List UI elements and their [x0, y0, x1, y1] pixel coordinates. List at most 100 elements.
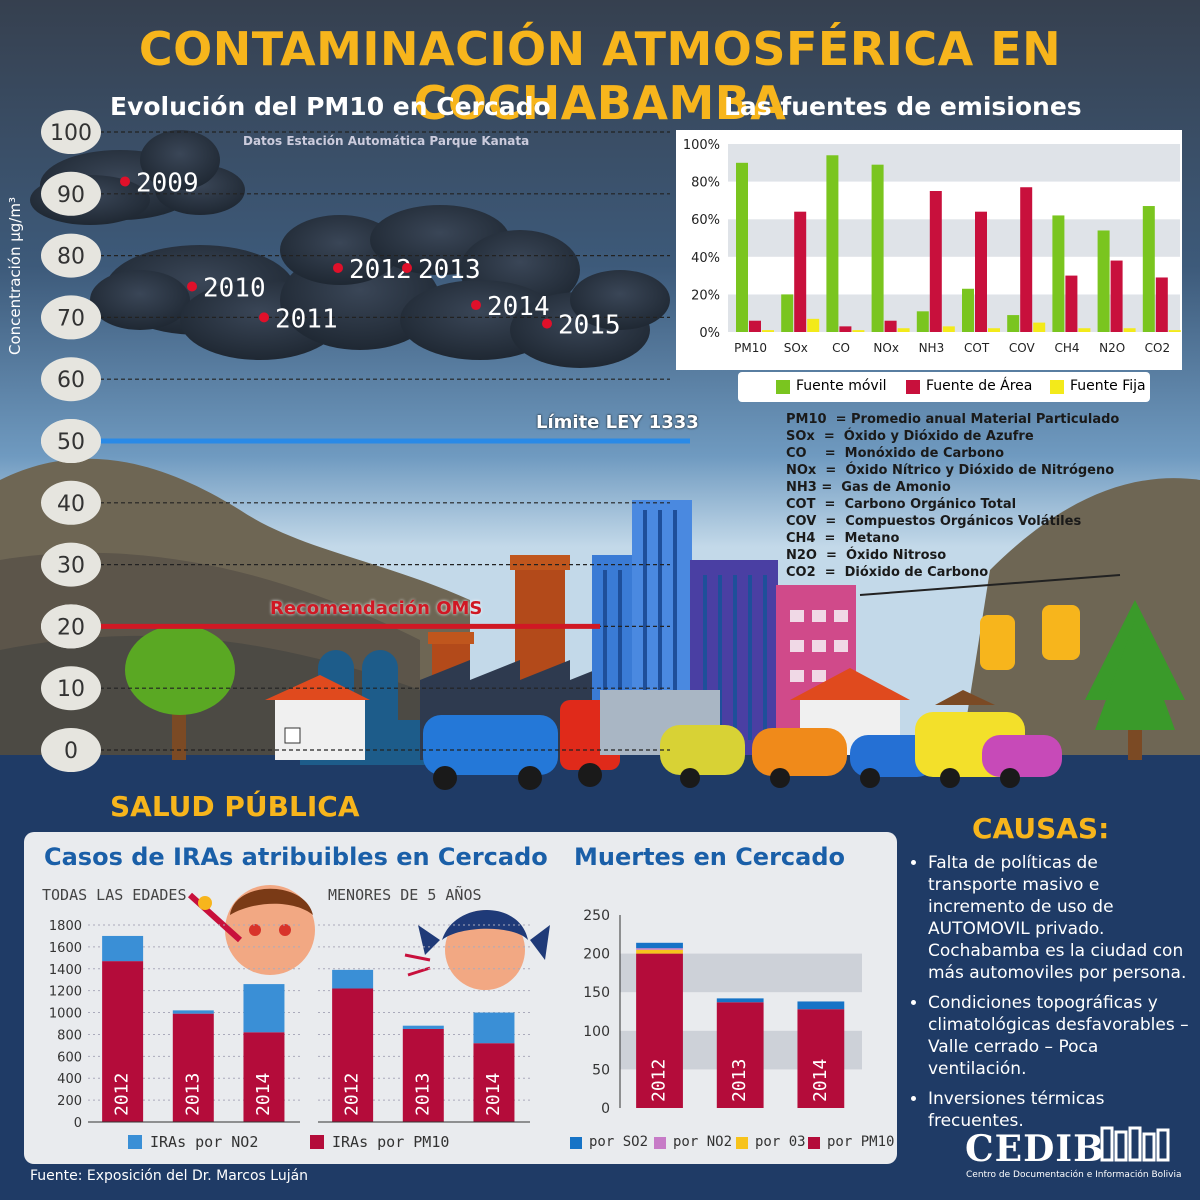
salud-title: SALUD PÚBLICA — [110, 790, 360, 823]
legend-fija-swatch — [1050, 380, 1064, 394]
emisiones-category-label: PM10 — [734, 341, 767, 355]
pm10-tick-bubble — [41, 171, 101, 216]
oms-label: Recomendación OMS — [270, 598, 483, 619]
limite-label: Límite LEY 1333 — [536, 412, 699, 433]
pm10-tick-label: 20 — [57, 615, 85, 640]
pm10-chart: 0102030405060708090100502020092010201120… — [41, 110, 690, 772]
muertes-ytick: 100 — [583, 1024, 610, 1040]
pm10-tick-label: 50 — [57, 430, 85, 455]
iras-all-ytick: 1000 — [49, 1007, 82, 1022]
iras-under5-category-label: 2012 — [342, 1073, 363, 1116]
iras-all-bar — [243, 1032, 285, 1122]
iras-all-category-label: 2014 — [253, 1073, 274, 1116]
books-icon — [1100, 1126, 1170, 1162]
iras-under5-bar — [473, 1043, 515, 1122]
iras-all-ytick: 1400 — [49, 963, 82, 978]
iras-all-bar — [102, 961, 144, 1122]
legend-fija-label: Fuente Fija — [1070, 378, 1146, 394]
muertes-bar — [636, 942, 683, 949]
muertes-bar — [636, 949, 683, 954]
cedib-caption: Centro de Documentación e Información Bo… — [966, 1170, 1182, 1180]
legend-no2-swatch — [128, 1135, 142, 1149]
legend-area-swatch — [906, 380, 920, 394]
legend-o3-swatch — [736, 1137, 748, 1149]
muertes-bar — [797, 1001, 845, 1010]
pm10-tick-bubble — [41, 295, 101, 340]
pm10-point — [542, 318, 552, 329]
iras-all-bar — [243, 984, 285, 1033]
pm10-subtitle: Datos Estación Automática Parque Kanata — [243, 134, 530, 148]
emisiones-bar — [852, 330, 865, 332]
emisiones-ytick: 80% — [691, 176, 720, 191]
pm10-tick-bubble — [41, 110, 101, 154]
emisiones-bar — [1123, 328, 1136, 332]
iras-all-ages-chart: 2012 2013 2014 0 200 400 600 800 1000 1200 1400 160… — [49, 919, 300, 1131]
iras-all-category-label: 2012 — [112, 1073, 133, 1116]
pm10-tick-bubble — [41, 542, 101, 587]
emisiones-band — [728, 144, 1180, 182]
emisiones-bar — [794, 211, 807, 332]
muertes-ytick: 0 — [601, 1101, 610, 1117]
emisiones-bar — [781, 294, 794, 332]
pm10-tick-bubble — [41, 604, 101, 649]
abbr-item: CO2 = Dióxido de Carbono — [786, 565, 989, 580]
muertes-category-label: 2014 — [810, 1059, 831, 1102]
emisiones-category-label: COT — [964, 341, 990, 355]
emisiones-ytick: 100% — [683, 138, 720, 153]
muertes-bar — [797, 1009, 845, 1108]
muertes-title: Muertes en Cercado — [574, 843, 846, 871]
iras-under5-bar — [332, 969, 374, 989]
iras-under5-category-label: 2013 — [412, 1073, 433, 1116]
legend-movil-swatch — [776, 380, 790, 394]
legend-pm10m-swatch — [808, 1137, 820, 1149]
emisiones-category-label: CO2 — [1145, 341, 1170, 355]
emisiones-category-label: COV — [1009, 341, 1036, 355]
pm10-point — [333, 262, 343, 273]
emisiones-ytick: 0% — [699, 326, 720, 341]
emisiones-category-label: N2O — [1099, 341, 1125, 355]
causa-item: Inversiones térmicas frecuentes. — [928, 1088, 1190, 1132]
legend-no2-label: IRAs por NO2 — [150, 1133, 259, 1151]
pm10-point — [120, 176, 130, 187]
muertes-bar — [716, 998, 764, 1003]
legend-no2m-swatch — [654, 1137, 666, 1149]
causa-item: Condiciones topográficas y climatológica… — [928, 992, 1190, 1080]
pm10-tick-label: 80 — [57, 245, 85, 270]
emisiones-chart: 0% 20% 40% 60% 80% 100% PM10 SOx CO NOx NH3 COT COV C… — [683, 138, 1181, 355]
iras-all-ytick: 1800 — [49, 919, 82, 934]
cable-car — [859, 574, 1121, 670]
pm10-tick-bubble — [41, 357, 101, 402]
pm10-point — [471, 300, 481, 311]
muertes-category-label: 2013 — [729, 1059, 750, 1102]
legend-o3-label: por 03 — [755, 1134, 806, 1150]
emisiones-bar — [988, 328, 1000, 332]
legend-pm10-swatch — [310, 1135, 324, 1149]
emisiones-bar — [1020, 187, 1033, 332]
emisiones-category-label: CO — [832, 341, 850, 355]
pm10-year-label: 2015 — [558, 311, 621, 341]
legend-so2-label: por SO2 — [589, 1134, 649, 1150]
iras-title: Casos de IRAs atribuibles en Cercado — [44, 843, 548, 871]
houses — [265, 668, 910, 760]
emisiones-bar — [1110, 260, 1123, 332]
iras-under5-category-label: 2014 — [483, 1073, 504, 1116]
abbr-item: N2O = Óxido Nitroso — [786, 548, 947, 563]
cedib-logo: CEDIB — [965, 1128, 1105, 1170]
iras-under5-bar — [473, 1012, 515, 1044]
emisiones-bar — [1065, 275, 1078, 332]
pm10-tick-label: 30 — [57, 554, 85, 579]
pm10-tick-bubble — [41, 480, 101, 525]
emisiones-bar — [1007, 315, 1020, 332]
source-note: Fuente: Exposición del Dr. Marcos Luján — [30, 1168, 309, 1184]
vehicles — [423, 690, 1062, 790]
pm10-point — [259, 312, 269, 323]
emisiones-bar — [749, 320, 761, 332]
legend-so2-swatch — [570, 1137, 582, 1149]
emisiones-bar — [1142, 206, 1155, 332]
emisiones-bar — [736, 162, 748, 332]
iras-right-label: MENORES DE 5 AÑOS — [328, 886, 482, 904]
sick-man-icon — [187, 885, 315, 975]
legend-area-label: Fuente de Área — [926, 378, 1033, 394]
factory — [300, 555, 620, 765]
